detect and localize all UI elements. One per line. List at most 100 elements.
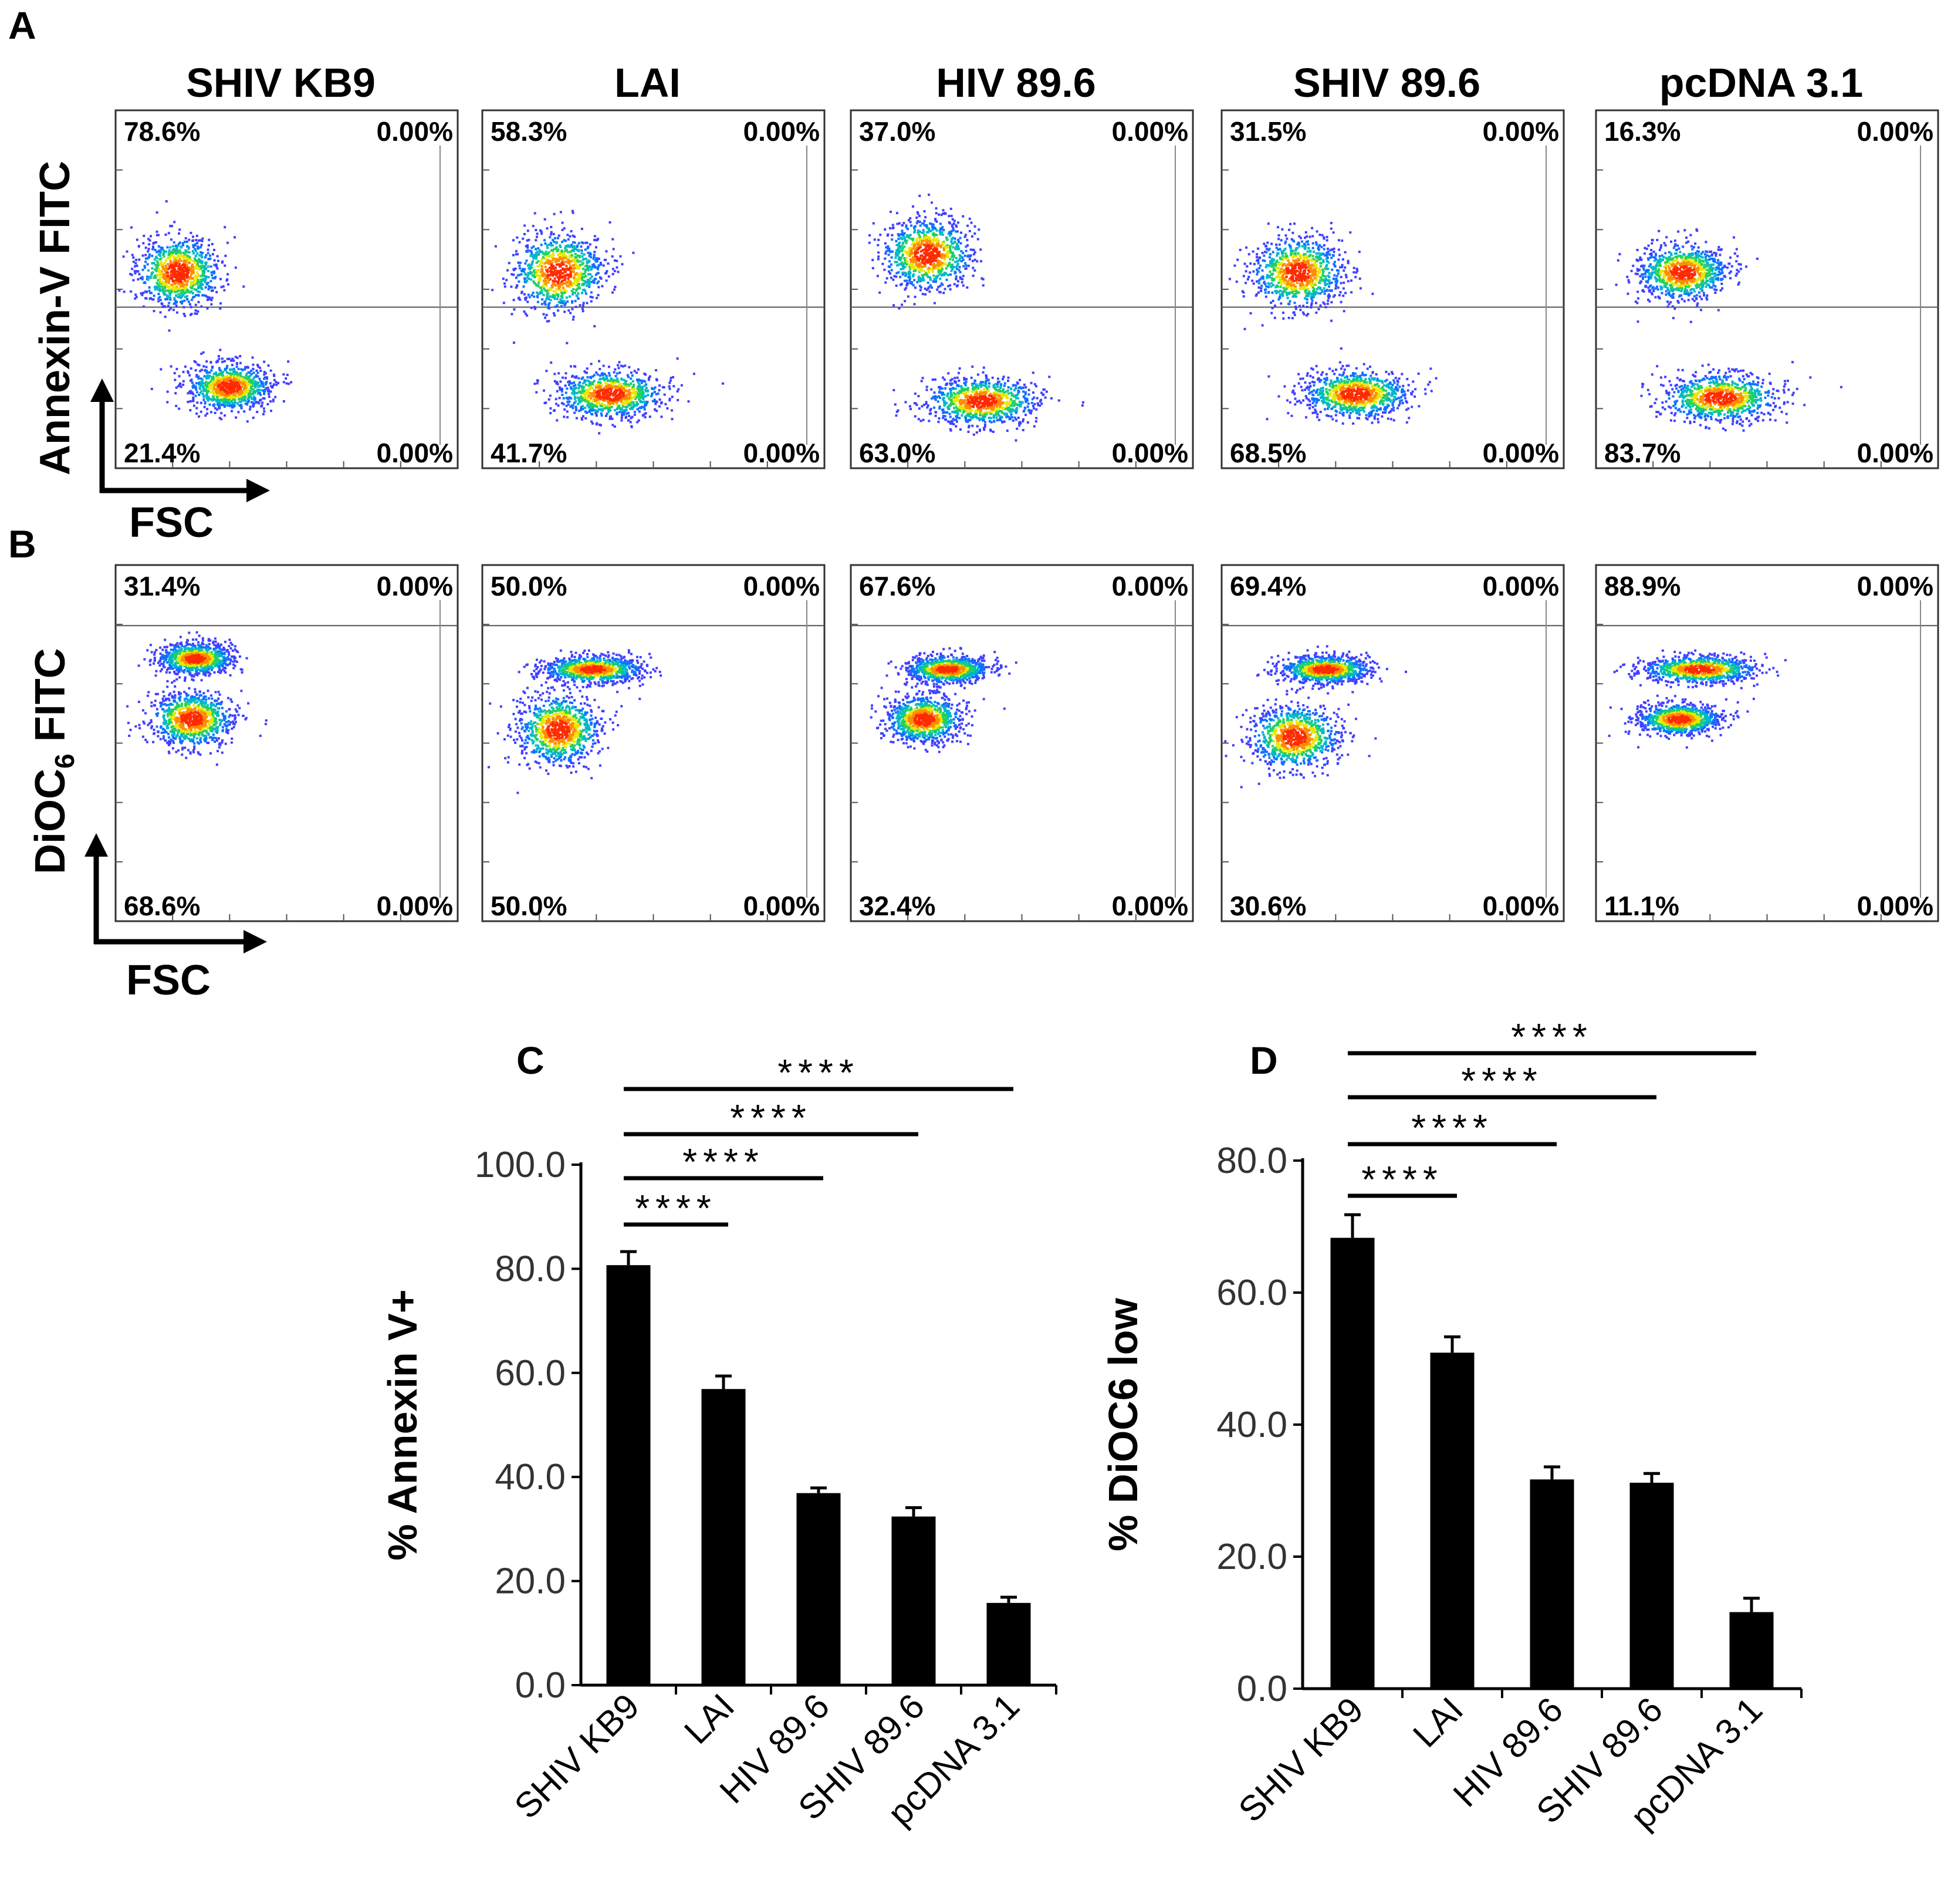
flow-plot: 50.0% 0.00% 50.0% 0.00% — [481, 564, 826, 922]
flow-plot: 37.0% 0.00% 63.0% 0.00% — [850, 109, 1194, 469]
row-b-axis-arrows — [84, 833, 267, 953]
significance-label: **** — [1361, 1158, 1443, 1200]
plot-frame — [1595, 564, 1939, 922]
y-tick-label: 0.0 — [1237, 1669, 1287, 1709]
event-dots — [118, 200, 293, 423]
event-dots — [1228, 222, 1438, 425]
quadrant-lower-left: 41.7% — [491, 438, 567, 468]
flow-plot: 31.4% 0.00% 68.6% 0.00% — [114, 564, 459, 922]
quadrant-upper-right: 0.00% — [377, 116, 453, 147]
quadrant-upper-right: 0.00% — [743, 116, 820, 147]
quadrant-upper-right: 0.00% — [743, 571, 820, 601]
category-label: SHIV KB9 — [1231, 1690, 1371, 1829]
y-tick-label: 0.0 — [515, 1665, 566, 1706]
quadrant-lower-left: 68.6% — [124, 891, 200, 921]
row-a-y-axis-label: Annexin-V FITC — [32, 161, 79, 475]
quadrant-upper-left: 78.6% — [124, 116, 200, 147]
quadrant-lower-right: 0.00% — [1112, 891, 1188, 921]
flow-row-a: 78.6% 0.00% 21.4% 0.00% 58.3% 0.00% 41.7% 0.00%… — [114, 109, 1939, 469]
row-b-y-axis-label: DiOC6 FITC — [27, 648, 80, 874]
flow-plot: 88.9% 0.00% 11.1% 0.00% — [1595, 564, 1939, 922]
quadrant-lower-right: 0.00% — [1112, 438, 1188, 468]
y-tick-label: 80.0 — [495, 1249, 566, 1289]
plot-frame — [850, 109, 1194, 469]
quadrant-upper-right: 0.00% — [1483, 116, 1559, 147]
bar — [1330, 1237, 1375, 1689]
column-title: pcDNA 3.1 — [1659, 60, 1864, 106]
panel-letter-d: D — [1250, 1039, 1278, 1082]
row-a-x-axis-label: FSC — [129, 499, 214, 546]
bar — [701, 1389, 746, 1685]
bar — [796, 1493, 841, 1685]
category-label: SHIV KB9 — [507, 1686, 647, 1826]
event-dots — [491, 209, 724, 435]
row-a-axis-arrows — [90, 378, 270, 502]
event-dots — [868, 193, 1084, 442]
flow-plot: 16.3% 0.00% 83.7% 0.00% — [1595, 109, 1939, 469]
quadrant-lower-right: 0.00% — [377, 438, 453, 468]
quadrant-upper-left: 67.6% — [859, 571, 935, 601]
y-tick-label: 40.0 — [495, 1457, 566, 1497]
flow-plot: 69.4% 0.00% 30.6% 0.00% — [1220, 564, 1565, 922]
y-axis-label: % DiOC6 low — [1100, 1298, 1146, 1551]
category-label: LAI — [1405, 1690, 1470, 1755]
quadrant-lower-left: 32.4% — [859, 891, 935, 921]
quadrant-upper-left: 88.9% — [1604, 571, 1681, 601]
quadrant-lower-left: 21.4% — [124, 438, 200, 468]
quadrant-upper-right: 0.00% — [1483, 571, 1559, 601]
quadrant-upper-left: 50.0% — [491, 571, 567, 601]
quadrant-lower-left: 68.5% — [1230, 438, 1306, 468]
quadrant-upper-left: 69.4% — [1230, 571, 1306, 601]
quadrant-lower-left: 83.7% — [1604, 438, 1681, 468]
quadrant-upper-left: 58.3% — [491, 116, 567, 147]
significance-label: **** — [1511, 1016, 1593, 1058]
bar — [986, 1602, 1031, 1685]
y-tick-label: 40.0 — [1216, 1405, 1287, 1445]
plot-frame — [1220, 109, 1565, 469]
y-tick-label: 100.0 — [475, 1145, 566, 1185]
plot-frame — [114, 109, 459, 469]
quadrant-lower-right: 0.00% — [743, 891, 820, 921]
y-tick-label: 80.0 — [1216, 1141, 1287, 1181]
quadrant-lower-right: 0.00% — [743, 438, 820, 468]
y-tick-label: 60.0 — [495, 1353, 566, 1394]
quadrant-upper-right: 0.00% — [377, 571, 453, 601]
plot-frame — [1220, 564, 1565, 922]
quadrant-upper-right: 0.00% — [1857, 571, 1933, 601]
significance-label: **** — [1461, 1060, 1543, 1102]
quadrant-upper-left: 16.3% — [1604, 116, 1681, 147]
significance-label: **** — [635, 1187, 717, 1229]
column-title: SHIV 89.6 — [1293, 60, 1480, 106]
event-dots — [1224, 645, 1407, 789]
flow-plot: 58.3% 0.00% 41.7% 0.00% — [481, 109, 826, 469]
quadrant-lower-left: 11.1% — [1604, 891, 1679, 921]
panel-letter-a: A — [8, 4, 36, 47]
event-dots — [1608, 649, 1787, 749]
quadrant-upper-right: 0.00% — [1857, 116, 1933, 147]
flow-plot: 67.6% 0.00% 32.4% 0.00% — [850, 564, 1194, 922]
flow-plot: 31.5% 0.00% 68.5% 0.00% — [1220, 109, 1565, 469]
event-dots — [1615, 228, 1842, 432]
quadrant-upper-left: 31.4% — [124, 571, 200, 601]
y-tick-label: 60.0 — [1216, 1273, 1287, 1313]
column-title: LAI — [614, 60, 681, 106]
bar — [1530, 1479, 1574, 1689]
plot-frame — [1595, 109, 1939, 469]
significance-label: **** — [730, 1097, 812, 1139]
quadrant-lower-right: 0.00% — [377, 891, 453, 921]
panel-letter-b: B — [8, 522, 36, 566]
quadrant-upper-left: 37.0% — [859, 116, 935, 147]
quadrant-lower-right: 0.00% — [1483, 891, 1559, 921]
event-dots — [488, 649, 662, 794]
bar — [1430, 1352, 1475, 1689]
quadrant-lower-right: 0.00% — [1857, 891, 1933, 921]
quadrant-lower-right: 0.00% — [1857, 438, 1933, 468]
event-dots — [870, 647, 1017, 753]
bar — [1629, 1483, 1674, 1689]
quadrant-lower-left: 63.0% — [859, 438, 935, 468]
row-b-x-axis-label: FSC — [126, 957, 211, 1004]
flow-plot: 78.6% 0.00% 21.4% 0.00% — [114, 109, 459, 469]
column-title: HIV 89.6 — [936, 60, 1095, 106]
quadrant-lower-left: 50.0% — [491, 891, 567, 921]
